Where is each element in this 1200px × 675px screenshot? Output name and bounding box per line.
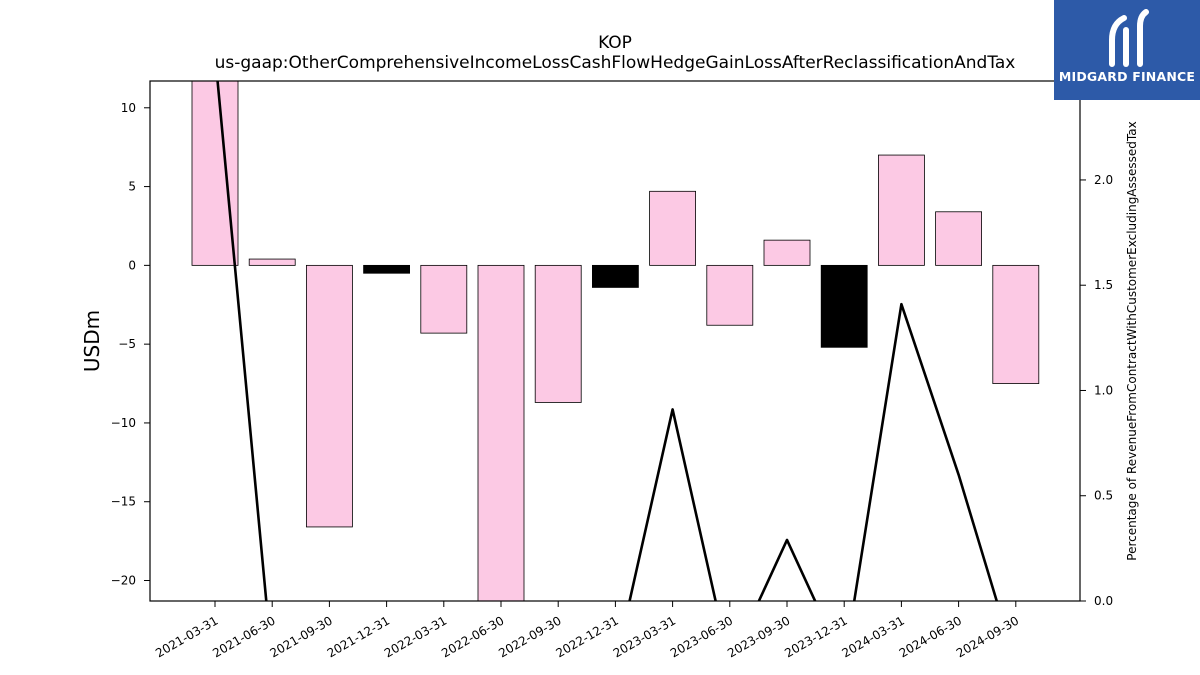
bar-2022-06-30	[477, 264, 525, 601]
x-tick-label: 2023-06-30	[668, 613, 735, 660]
y-tick-label: 10	[121, 101, 136, 115]
y-tick-label: 0	[128, 258, 136, 272]
x-tick-label: 2024-06-30	[897, 613, 964, 660]
bar-2021-06-30	[248, 258, 296, 266]
x-tick-label: 2021-12-31	[325, 613, 392, 660]
x-tick-label: 2022-12-31	[553, 613, 620, 660]
y2-tick-label: 2.0	[1094, 173, 1113, 187]
y-tick-label: −20	[111, 574, 136, 588]
bar-2022-09-30	[534, 264, 582, 403]
bar-2022-12-31	[592, 264, 639, 288]
x-tick-label: 2021-06-30	[210, 613, 277, 660]
chart-title: KOP	[598, 33, 632, 53]
bar-2021-03-31	[191, 81, 239, 266]
bar-2024-06-30	[935, 211, 982, 266]
y-tick-label: −15	[111, 495, 136, 509]
x-tick-label: 2023-09-30	[725, 613, 792, 660]
x-tick-label: 2024-09-30	[954, 613, 1021, 660]
plot-frame	[149, 80, 1081, 602]
y-tick-label: −10	[111, 416, 136, 430]
x-tick-label: 2022-03-31	[382, 613, 449, 660]
bar-2023-12-31	[820, 264, 868, 348]
midgard-logo-icon	[1109, 9, 1149, 67]
percentage-line-segment-1	[216, 81, 268, 601]
y2-tick-label: 0.0	[1094, 594, 1113, 608]
midgard-finance-logo: MIDGARD FINANCE	[1054, 0, 1200, 100]
x-tick-label: 2022-06-30	[439, 613, 506, 660]
bar-2024-03-31	[878, 154, 925, 266]
series-layer	[191, 81, 1040, 601]
y-axis-label-right: Percentage of RevenueFromContractWithCus…	[1125, 121, 1139, 560]
bar-2023-03-31	[649, 190, 696, 266]
bar-2022-03-31	[420, 264, 468, 334]
bar-2023-06-30	[706, 264, 754, 326]
x-tick-label: 2024-03-31	[839, 613, 906, 660]
y-axis-label: USDm	[80, 310, 104, 372]
x-tick-label: 2022-09-30	[496, 613, 563, 660]
bar-2023-09-30	[763, 239, 811, 266]
x-tick-label: 2023-03-31	[611, 613, 678, 660]
x-tick-label: 2021-09-30	[267, 613, 334, 660]
x-tick-label: 2023-12-31	[782, 613, 849, 660]
percentage-line-segment-2	[628, 302, 999, 601]
y2-tick-label: 1.5	[1094, 278, 1113, 292]
bar-2021-09-30	[305, 264, 353, 528]
y-tick-label: −5	[118, 337, 136, 351]
logo-text: MIDGARD FINANCE	[1058, 69, 1196, 84]
bar-2024-09-30	[992, 264, 1040, 384]
y2-tick-label: 0.5	[1094, 489, 1113, 503]
y2-tick-label: 1.0	[1094, 383, 1113, 397]
x-tick-label: 2021-03-31	[153, 613, 220, 660]
bar-2021-12-31	[363, 264, 411, 274]
plot-area: −20 −15 −10 −5 0 5 10 0.0 0.5 1.0 1.5 2.0 2021-03-31…	[111, 80, 1113, 660]
y-tick-label: 5	[128, 180, 136, 194]
chart-subtitle: us-gaap:OtherComprehensiveIncomeLossCash…	[215, 53, 1016, 73]
